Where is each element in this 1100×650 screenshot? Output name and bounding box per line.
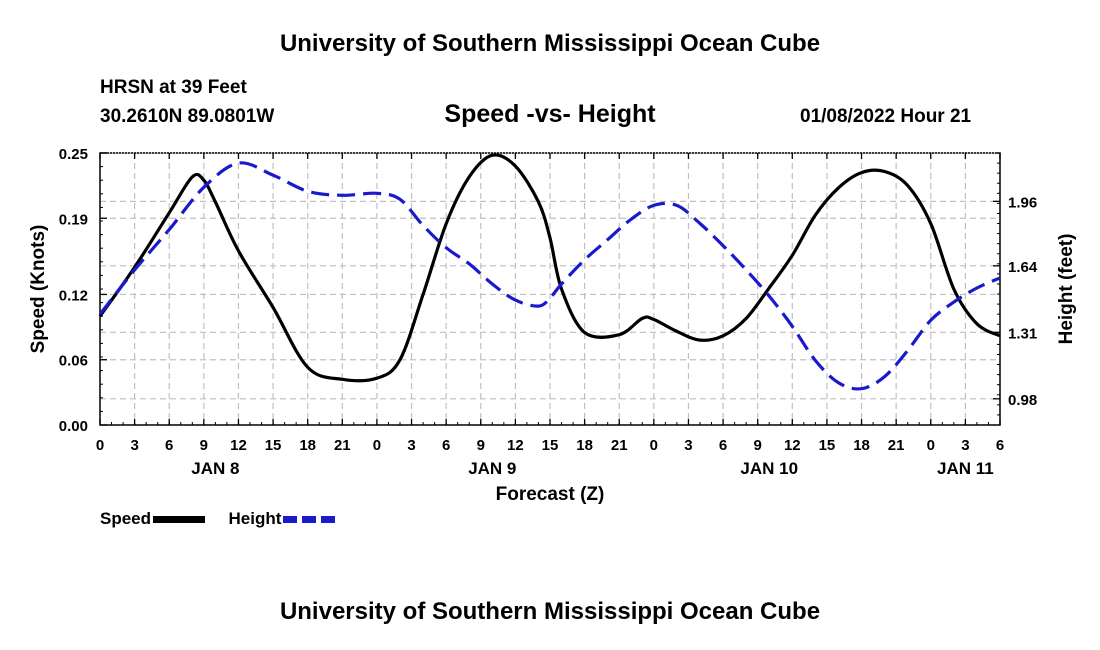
x-tick-label: 15 bbox=[819, 437, 836, 454]
x-tick-label: 3 bbox=[684, 437, 692, 454]
chart-title: Speed -vs- Height bbox=[444, 100, 656, 128]
legend-speed-line bbox=[153, 516, 206, 524]
speed-series-line bbox=[98, 153, 1001, 383]
datestamp-label: 01/08/2022 Hour 21 bbox=[800, 106, 972, 127]
x-tick-label: 18 bbox=[853, 437, 870, 454]
x-tick-label: 12 bbox=[784, 437, 801, 454]
y-left-axis-title: Speed (Knots) bbox=[28, 225, 49, 354]
x-tick-label: 21 bbox=[334, 437, 351, 454]
x-tick-label: 0 bbox=[96, 437, 104, 454]
x-tick-label: 12 bbox=[230, 437, 247, 454]
y-right-tick-label: 1.64 bbox=[1008, 259, 1038, 276]
y-left-tick-label: 0.06 bbox=[59, 353, 88, 370]
x-tick-label: 12 bbox=[507, 437, 524, 454]
height-series-line bbox=[98, 161, 1001, 391]
y-left-tick-label: 0.25 bbox=[59, 146, 88, 163]
x-tick-label: 3 bbox=[961, 437, 969, 454]
date-label: JAN 10 bbox=[740, 459, 798, 478]
x-tick-label: 9 bbox=[754, 437, 762, 454]
legend: Speed Height bbox=[100, 509, 336, 529]
x-tick-label: 0 bbox=[650, 437, 658, 454]
x-tick-label: 15 bbox=[265, 437, 282, 454]
x-tick-label: 0 bbox=[927, 437, 935, 454]
y-right-tick-label: 0.98 bbox=[1008, 392, 1037, 409]
date-label: JAN 8 bbox=[191, 459, 239, 478]
x-tick-label: 9 bbox=[477, 437, 485, 454]
legend-height-label: Height bbox=[228, 509, 282, 528]
x-tick-label: 6 bbox=[996, 437, 1004, 454]
station-label: HRSN at 39 Feet bbox=[100, 77, 247, 98]
x-axis-title: Forecast (Z) bbox=[496, 484, 605, 505]
y-right-tick-label: 1.31 bbox=[1008, 325, 1037, 342]
legend-speed-label: Speed bbox=[100, 509, 152, 528]
x-tick-label: 0 bbox=[373, 437, 381, 454]
y-left-tick-label: 0.12 bbox=[59, 287, 88, 304]
x-tick-label: 18 bbox=[299, 437, 316, 454]
y-right-axis-title: Height (feet) bbox=[1056, 234, 1077, 345]
x-tick-label: 15 bbox=[542, 437, 559, 454]
x-tick-label: 6 bbox=[442, 437, 450, 454]
x-tick-label: 3 bbox=[407, 437, 415, 454]
x-tick-label: 9 bbox=[200, 437, 208, 454]
coordinates-label: 30.2610N 89.0801W bbox=[100, 106, 275, 127]
y-right-tick-label: 1.96 bbox=[1008, 194, 1037, 211]
x-tick-label: 6 bbox=[165, 437, 173, 454]
y-left-tick-label: 0.19 bbox=[59, 211, 88, 228]
footer-title: University of Southern Mississippi Ocean… bbox=[279, 598, 821, 625]
page-title: University of Southern Mississippi Ocean… bbox=[279, 30, 821, 57]
x-tick-label: 18 bbox=[576, 437, 593, 454]
date-label: JAN 9 bbox=[468, 459, 516, 478]
legend-height-line bbox=[283, 516, 336, 524]
date-label: JAN 11 bbox=[937, 459, 994, 478]
x-tick-label: 21 bbox=[888, 437, 905, 454]
x-tick-label: 6 bbox=[719, 437, 727, 454]
y-left-tick-label: 0.00 bbox=[59, 418, 88, 435]
x-tick-label: 3 bbox=[130, 437, 138, 454]
x-tick-label: 21 bbox=[611, 437, 628, 454]
